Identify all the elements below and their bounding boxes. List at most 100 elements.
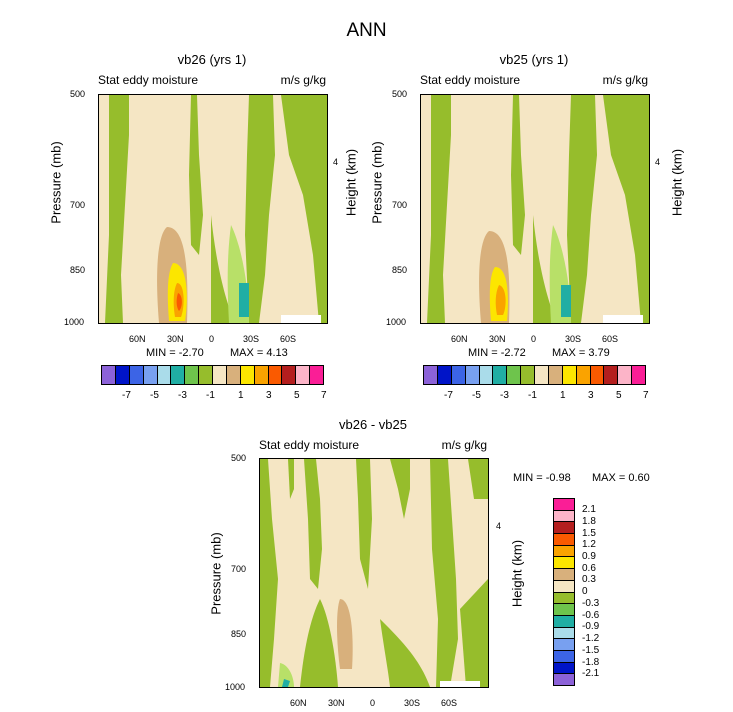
colorbar-swatch	[465, 366, 480, 384]
colorbar-swatch	[268, 366, 283, 384]
panel1-xtick: 60S	[280, 334, 297, 344]
panel3-max-label: MAX = 0.60	[592, 472, 650, 484]
panel1-xtick: 0	[209, 334, 215, 344]
panel3-ylabel: Pressure (mb)	[208, 532, 224, 615]
panel1-right-tick: 4	[333, 157, 339, 167]
colorbar-swatch	[143, 366, 158, 384]
panel3-colorbar-label: -0.9	[582, 621, 600, 632]
panel2-colorbar	[423, 365, 646, 385]
panel3-title: vb26 - vb25	[339, 417, 407, 432]
colorbar-swatch	[554, 661, 574, 674]
panel1-plot-area	[98, 94, 328, 324]
panel3-plot-area	[259, 458, 489, 688]
panel3-colorbar-label: -1.8	[582, 657, 600, 668]
colorbar-swatch	[102, 366, 116, 384]
panel2-colorbar-label: -3	[500, 390, 509, 401]
panel1-ylabel: Pressure (mb)	[48, 141, 64, 224]
colorbar-swatch	[554, 509, 574, 522]
panel3-ytick: 1000	[225, 682, 246, 692]
colorbar-swatch	[562, 366, 577, 384]
panel1-colorbar-label: 5	[294, 390, 300, 401]
colorbar-swatch	[521, 366, 535, 384]
panel1-subtitle-left: Stat eddy moisture	[98, 73, 199, 87]
panel1-colorbar	[101, 365, 324, 385]
panel1-max-label: MAX = 4.13	[230, 347, 288, 359]
panel3-subtitle-left: Stat eddy moisture	[259, 438, 360, 452]
panel2-contours	[427, 95, 649, 323]
colorbar-swatch	[185, 366, 200, 384]
panel3-colorbar-label: 0.9	[582, 551, 596, 562]
colorbar-swatch	[437, 366, 452, 384]
panel2-xtick: 30S	[565, 334, 582, 344]
panel3-colorbar-label: -0.3	[582, 598, 600, 609]
panel1-colorbar-label: -5	[150, 390, 159, 401]
panel3-contours	[260, 459, 488, 687]
colorbar-swatch	[554, 673, 574, 685]
panel1-ytick: 850	[70, 265, 86, 275]
panel1-subtitle-right: m/s g/kg	[280, 73, 326, 87]
colorbar-swatch	[226, 366, 241, 384]
colorbar-swatch	[424, 366, 438, 384]
panel3-colorbar-label: 2.1	[582, 504, 596, 515]
panel3-ytick: 700	[231, 564, 247, 574]
panel3-colorbar-label: 0	[582, 586, 588, 597]
figure-title: ANN	[346, 20, 387, 41]
colorbar-swatch	[554, 499, 574, 510]
colorbar-swatch	[604, 366, 619, 384]
panel3-xtick: 30S	[404, 698, 421, 708]
panel2-colorbar-label: 5	[616, 390, 622, 401]
colorbar-swatch	[554, 556, 574, 569]
panel3-ytick: 500	[231, 453, 247, 463]
panel2-xtick: 0	[531, 334, 537, 344]
colorbar-swatch	[493, 366, 508, 384]
panel2-right-tick: 4	[655, 157, 661, 167]
panel3-xtick: 0	[370, 698, 376, 708]
colorbar-swatch	[548, 366, 563, 384]
panel1-title: vb26 (yrs 1)	[177, 52, 247, 67]
colorbar-swatch	[240, 366, 255, 384]
panel2-subtitle-left: Stat eddy moisture	[420, 73, 521, 87]
colorbar-swatch	[590, 366, 605, 384]
colorbar-swatch	[554, 603, 574, 615]
panel2-ytick: 850	[392, 265, 408, 275]
colorbar-swatch	[157, 366, 172, 384]
panel2-colorbar-label: 1	[560, 390, 566, 401]
panel2-colorbar-label: 7	[643, 390, 649, 401]
colorbar-swatch	[554, 626, 574, 639]
colorbar-swatch	[554, 521, 574, 534]
panel3-colorbar	[553, 498, 575, 686]
colorbar-swatch	[632, 366, 645, 384]
panel1-ytick: 1000	[64, 317, 85, 327]
panel2-ytick: 1000	[386, 317, 407, 327]
panel3-ylabel-right: Height (km)	[509, 539, 525, 608]
panel2-colorbar-label: -7	[444, 390, 453, 401]
panel2-ylabel: Pressure (mb)	[369, 141, 385, 224]
panel1-colorbar-label: -3	[178, 390, 187, 401]
panel2-min-label: MIN = -2.72	[468, 347, 526, 359]
panel1-colorbar-label: 7	[321, 390, 327, 401]
panel1-ylabel-right: Height (km)	[343, 148, 359, 217]
panel3-colorbar-label: -1.2	[582, 633, 600, 644]
colorbar-swatch	[554, 614, 574, 627]
colorbar-swatch	[171, 366, 186, 384]
panel1-colorbar-label: 1	[238, 390, 244, 401]
panel2-max-label: MAX = 3.79	[552, 347, 610, 359]
colorbar-swatch	[310, 366, 323, 384]
colorbar-swatch	[554, 649, 574, 662]
panel1-xtick: 60N	[129, 334, 146, 344]
panel2-plot-area	[420, 94, 650, 324]
colorbar-swatch	[282, 366, 297, 384]
colorbar-swatch	[115, 366, 130, 384]
panel2-title: vb25 (yrs 1)	[499, 52, 569, 67]
panel3-colorbar-label: 1.5	[582, 528, 596, 539]
panel1-colorbar-label: -7	[122, 390, 131, 401]
panel1-xtick: 30S	[243, 334, 260, 344]
panel2-xtick: 60N	[451, 334, 468, 344]
colorbar-swatch	[507, 366, 522, 384]
colorbar-swatch	[535, 366, 549, 384]
panel3-colorbar-label: 0.3	[582, 574, 596, 585]
colorbar-swatch	[554, 638, 574, 650]
colorbar-swatch	[618, 366, 633, 384]
panel2-colorbar-label: 3	[588, 390, 594, 401]
panel2-colorbar-label: -1	[528, 390, 537, 401]
